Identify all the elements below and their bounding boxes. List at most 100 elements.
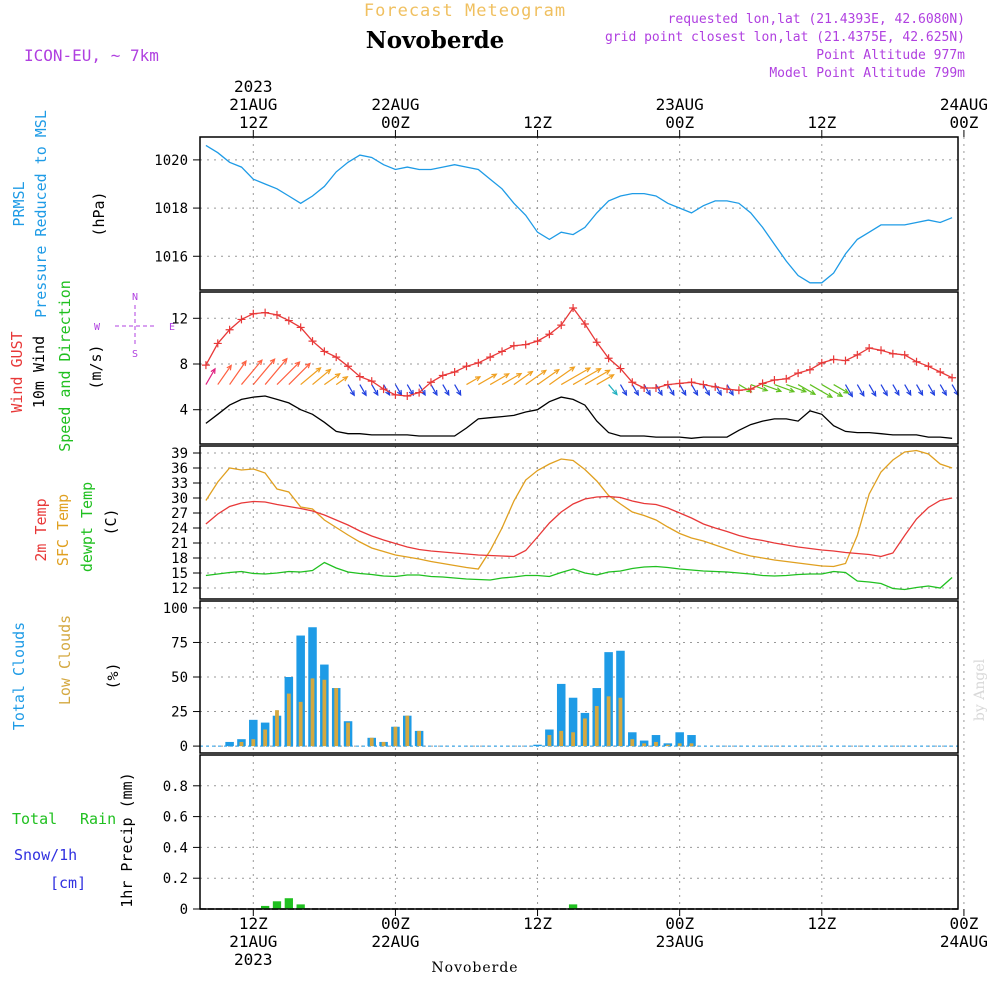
wind-arrow-head [342,375,349,382]
wind-gust-line [205,306,953,397]
watermark: by Angel [972,658,988,721]
precip-ytick-label: 0.8 [163,779,188,795]
wind-gust-marker [877,346,886,355]
wind-direction-arrow [939,384,947,396]
wind-gust-marker [592,338,601,347]
wind-gust-marker [746,385,755,394]
wind-gust-marker [912,357,921,366]
top-time-label: 00Z [665,113,694,132]
temperature-panel-frame [199,445,959,600]
wind-gust-marker [403,392,412,400]
wind-direction-arrow [750,384,768,392]
wind-gust-marker [533,337,542,346]
wind-arrow-head [716,389,722,397]
wind-gust-marker [498,347,507,356]
compass-east: E [169,322,175,333]
pressure-panel-labels: PRMSL Pressure Reduced to MSL (hPa) [10,110,108,318]
low-cloud-bar [381,741,386,747]
wind-panel-frame [199,291,959,445]
wind-gust-marker [438,371,447,380]
bottom-time-label: 24AUG [940,932,988,951]
wind-arrow-head [800,387,808,393]
wind-arrow-head [681,389,687,397]
wind-arrow-head [633,389,639,397]
wind-gust-marker [521,340,530,349]
bottom-time-label: 00Z [949,914,978,933]
compass-north: N [132,292,138,303]
temp-sfc-label: SFC Temp [54,494,72,566]
wind-arrow-head [474,376,482,382]
wind-gust-marker [770,376,779,384]
wind-arrow-head [788,387,796,393]
wind-arrow-head [334,372,341,379]
wind-direction-arrow [797,384,816,395]
wind-arrow-head [584,367,592,373]
wind-arrow-head [645,389,651,397]
low-cloud-bar [689,743,694,747]
wind-arrow-head [257,359,263,366]
low-cloud-bar [618,697,623,747]
wind-gust-label: Wind GUST [8,331,26,412]
total-cloud-bar [651,735,661,747]
wind-arrow-head [704,389,711,397]
wind-direction-arrow [844,384,853,397]
top-time-label: 00Z [381,113,410,132]
wind-gust-marker [675,379,684,388]
clouds-ytick-label: 100 [163,601,188,617]
wind-direction-arrow [762,384,782,392]
low-cloud-bar [665,744,670,747]
wind-direction-arrow [300,367,321,386]
low-cloud-bar [583,718,587,747]
wind-direction-arrow [549,366,575,386]
low-cloud-bar [346,722,350,747]
temperature-ytick-label: 12 [171,581,188,597]
wind-arrow-head [503,373,510,379]
precip-ytick-label: 0 [180,902,188,918]
wind-gust-marker [462,362,471,371]
axes-layer: 1016101810204812121518212427303336390255… [154,77,988,969]
wind-gust-marker [320,347,329,356]
wind-direction-arrow [324,373,341,386]
wind-arrow-head [906,389,912,397]
wind-direction-arrow [856,384,865,397]
wind-arrow-head [361,390,367,397]
wind-direction-arrow [619,384,627,396]
wind-arrow-head [826,392,834,398]
low-cloud-bar [310,678,315,747]
wind-gust-marker [296,323,305,332]
wind-gust-marker [948,373,957,382]
wind-gust-marker [509,341,518,350]
wind-arrow-head [775,387,783,393]
wind-arrow-head [373,389,379,397]
wind-gust-marker [734,386,743,395]
temperature-ytick-label: 21 [171,536,188,552]
wind-arrow-head [269,358,276,365]
total-cloud-bar [687,735,696,747]
low-cloud-bar [630,739,635,747]
wind-gust-marker [663,380,672,389]
wind-arrow-head [491,373,498,379]
wind-direction-arrow [833,384,849,394]
precip-panel-labels: Total Rain Snow/1h [cm] 1hr Precip (mm) [12,772,136,907]
precip-ytick-label: 0.4 [163,840,188,856]
wind-gust-marker [213,339,222,348]
wind-gust-marker [332,353,341,362]
wind-direction-arrow [560,367,591,386]
temp-dew-label: dewpt Temp [78,482,96,572]
wind-gust-marker [261,308,270,317]
pressure-ytick-label: 1016 [154,249,188,265]
wind-direction-arrow [809,384,833,398]
total-cloud-bar [628,732,637,747]
wind-speed-line [205,395,953,439]
rain-bar [296,904,305,909]
wind-direction-arrow [466,376,481,386]
wind-gust-marker [355,372,364,381]
wind-gust-marker [936,368,945,376]
wind-arrow-head [349,390,355,397]
top-time-label: 12Z [239,113,268,132]
wind-arrow-head [871,390,877,398]
low-cloud-bar [393,726,398,747]
total-cloud-bar [533,744,542,747]
low-cloud-bar [606,696,611,747]
wind-direction-arrow [702,384,710,396]
